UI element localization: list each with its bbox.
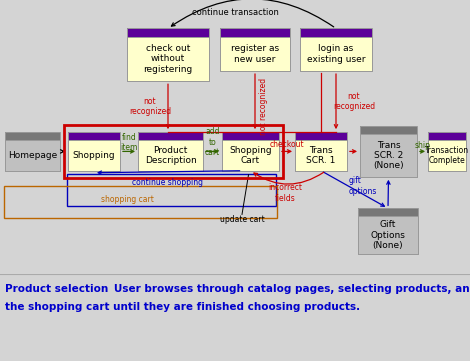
- Text: update cart: update cart: [219, 215, 264, 224]
- FancyBboxPatch shape: [127, 29, 209, 36]
- FancyBboxPatch shape: [68, 140, 120, 171]
- FancyBboxPatch shape: [360, 126, 417, 134]
- Text: not recognized: not recognized: [258, 78, 267, 135]
- FancyBboxPatch shape: [138, 140, 203, 171]
- FancyBboxPatch shape: [127, 36, 209, 81]
- Text: Gift
Options
(None): Gift Options (None): [370, 220, 406, 250]
- FancyBboxPatch shape: [295, 132, 347, 140]
- FancyBboxPatch shape: [295, 140, 347, 171]
- Text: Transaction
Complete: Transaction Complete: [425, 146, 469, 165]
- Text: checkout: checkout: [270, 140, 304, 149]
- FancyBboxPatch shape: [428, 140, 466, 171]
- FancyBboxPatch shape: [222, 140, 279, 171]
- Text: User browses through catalog pages, selecting products, and adding them to: User browses through catalog pages, sele…: [103, 284, 470, 294]
- FancyBboxPatch shape: [300, 29, 372, 36]
- FancyBboxPatch shape: [138, 132, 203, 140]
- Text: Trans
SCR. 1: Trans SCR. 1: [306, 146, 336, 165]
- Text: Product selection: Product selection: [5, 284, 108, 294]
- Text: continue shopping: continue shopping: [133, 178, 204, 187]
- FancyBboxPatch shape: [68, 132, 120, 140]
- Text: Shopping
Cart: Shopping Cart: [229, 146, 272, 165]
- Text: add
to
cart: add to cart: [205, 127, 220, 157]
- Text: login as
existing user: login as existing user: [307, 44, 365, 64]
- FancyBboxPatch shape: [360, 134, 417, 177]
- Text: register as
new user: register as new user: [231, 44, 279, 64]
- Text: continue transaction: continue transaction: [192, 8, 278, 17]
- FancyBboxPatch shape: [358, 208, 418, 217]
- Text: not
recognized: not recognized: [129, 97, 171, 116]
- Text: ship: ship: [415, 141, 431, 150]
- Text: find
item: find item: [120, 132, 138, 152]
- FancyBboxPatch shape: [220, 36, 290, 71]
- Text: Shopping: Shopping: [73, 151, 115, 160]
- Text: Product
Description: Product Description: [145, 146, 196, 165]
- FancyBboxPatch shape: [220, 29, 290, 36]
- FancyBboxPatch shape: [300, 36, 372, 71]
- FancyBboxPatch shape: [5, 132, 60, 140]
- Text: not
recognized: not recognized: [333, 92, 375, 111]
- FancyBboxPatch shape: [428, 132, 466, 140]
- Text: check out
without
registering: check out without registering: [143, 44, 193, 74]
- Text: gift
options: gift options: [349, 176, 377, 196]
- FancyBboxPatch shape: [222, 132, 279, 140]
- Text: the shopping cart until they are finished choosing products.: the shopping cart until they are finishe…: [5, 302, 360, 312]
- Text: shopping cart: shopping cart: [101, 195, 153, 204]
- Text: Trans
SCR. 2
(None): Trans SCR. 2 (None): [373, 140, 404, 170]
- Text: Homepage: Homepage: [8, 151, 57, 160]
- FancyBboxPatch shape: [358, 217, 418, 254]
- FancyBboxPatch shape: [5, 140, 60, 171]
- Text: incorrect
fields: incorrect fields: [268, 183, 302, 203]
